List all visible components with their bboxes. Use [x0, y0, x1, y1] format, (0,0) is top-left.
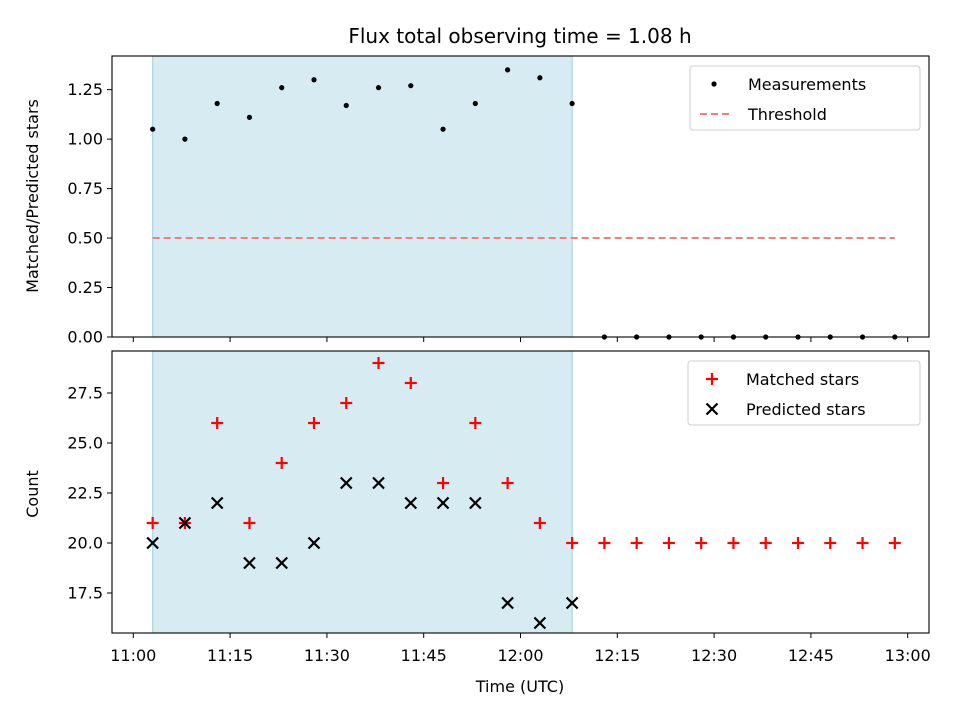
x-tick-label: 11:45	[401, 646, 447, 665]
bottom-matched-stars-point	[469, 417, 482, 429]
top-measurements-point	[440, 126, 446, 132]
bottom-predicted-stars-point	[372, 476, 385, 490]
bottom-legend-box	[687, 360, 921, 426]
bottom-matched-stars-point	[404, 377, 417, 389]
top-y-tick-label: 0.00	[67, 328, 103, 347]
top-measurements-point	[279, 85, 285, 91]
bottom-y-tick-label: 25.0	[67, 434, 103, 453]
top-measurements-point	[375, 85, 382, 91]
bottom-matched-stars-point	[307, 417, 320, 429]
bottom-matched-stars-point	[566, 537, 579, 549]
x-tick-label: 12:00	[497, 646, 543, 665]
top-observing-window	[152, 55, 573, 338]
bottom-observing-window	[152, 350, 573, 634]
x-tick-label: 12:15	[594, 646, 640, 665]
bottom-matched-stars-point	[340, 397, 353, 409]
top-measurements-point	[537, 75, 543, 81]
bottom-matched-stars-point	[824, 537, 837, 549]
top-measurements-point	[311, 77, 317, 83]
bottom-matched-stars-point	[146, 517, 159, 529]
bottom-matched-stars-point	[501, 477, 514, 489]
legend-predicted-stars-swatch	[705, 402, 719, 416]
x-tick-label: 13:00	[885, 646, 931, 665]
bottom-predicted-stars-point	[469, 496, 482, 510]
bottom-matched-stars-point	[662, 537, 675, 549]
x-tick-label: 11:00	[110, 646, 156, 665]
bottom-matched-stars-point	[437, 477, 450, 489]
bottom-y-tick-label: 22.5	[67, 484, 103, 503]
legend-matched-stars-swatch	[706, 373, 718, 385]
top-legend: Measurements Threshold	[689, 65, 921, 131]
top-measurements-point	[343, 102, 349, 109]
bottom-predicted-stars-point	[339, 476, 353, 490]
x-axis-label: Time (UTC)	[475, 677, 564, 696]
bottom-matched-stars-point	[856, 537, 869, 549]
bottom-legend: Matched stars Predicted stars	[687, 360, 921, 426]
bottom-predicted-stars-point	[178, 516, 192, 530]
x-tick-label: 11:30	[304, 646, 350, 665]
top-measurements-point	[182, 136, 188, 142]
x-tick-label: 12:45	[788, 646, 834, 665]
legend-threshold-label: Threshold	[747, 105, 827, 124]
bottom-matched-stars-point	[243, 517, 256, 529]
top-measurements-point	[472, 100, 478, 107]
bottom-panel: 17.5 20.0 22.5 25.0 27.5 11:00 11:15 11:30 11:45…	[67, 350, 931, 665]
bottom-matched-stars-point	[791, 537, 804, 549]
top-panel: 0.00 0.25 0.50 0.75 1.00 1.25 Measurements Thre…	[67, 55, 930, 347]
top-y-tick-label: 0.75	[67, 179, 103, 198]
top-legend-box	[689, 65, 921, 131]
bottom-matched-stars-point	[275, 457, 288, 469]
bottom-predicted-stars-point	[307, 536, 321, 550]
bottom-predicted-stars-point	[404, 496, 418, 510]
legend-predicted-stars-label: Predicted stars	[746, 400, 866, 419]
bottom-matched-stars-point	[533, 517, 546, 529]
top-measurements-point	[150, 126, 156, 132]
bottom-matched-stars-point	[727, 537, 740, 549]
bottom-matched-stars-point	[888, 537, 901, 549]
bottom-y-axis-label: Count	[23, 470, 42, 518]
top-y-axis-label: Matched/Predicted stars	[23, 99, 42, 293]
bottom-predicted-stars-point	[533, 616, 547, 630]
bottom-matched-stars-point	[372, 357, 385, 369]
bottom-matched-stars-point	[598, 537, 611, 549]
legend-measurements-swatch	[711, 81, 717, 87]
bottom-predicted-stars-point	[501, 596, 514, 610]
top-y-tick-label: 1.00	[67, 130, 103, 149]
bottom-matched-stars-point	[630, 537, 643, 549]
chart-title: Flux total observing time = 1.08 h	[348, 24, 691, 48]
bottom-predicted-stars-point	[565, 596, 579, 610]
bottom-predicted-stars-point	[146, 536, 159, 550]
bottom-matched-stars-point	[759, 537, 772, 549]
bottom-predicted-stars-point	[243, 556, 256, 570]
x-tick-label: 11:15	[207, 646, 253, 665]
top-measurements-point	[569, 100, 575, 107]
legend-measurements-label: Measurements	[748, 75, 866, 94]
top-measurements-point	[214, 100, 220, 107]
top-measurements-point	[408, 83, 414, 89]
bottom-y-tick-label: 27.5	[67, 384, 103, 403]
bottom-predicted-stars-point	[210, 496, 224, 510]
bottom-y-tick-label: 20.0	[67, 534, 103, 553]
top-y-tick-label: 0.25	[67, 278, 103, 297]
top-y-tick-label: 1.25	[67, 80, 103, 99]
top-measurements-point	[246, 114, 253, 120]
bottom-y-tick-label: 17.5	[67, 584, 103, 603]
bottom-matched-stars-point	[695, 537, 708, 549]
bottom-matched-stars-point	[211, 417, 224, 429]
top-measurements-point	[504, 67, 511, 73]
x-tick-label: 12:30	[691, 646, 737, 665]
bottom-predicted-stars-point	[436, 496, 450, 510]
top-y-tick-label: 0.50	[67, 229, 103, 248]
legend-matched-stars-label: Matched stars	[746, 370, 859, 389]
bottom-predicted-stars-point	[275, 556, 289, 570]
